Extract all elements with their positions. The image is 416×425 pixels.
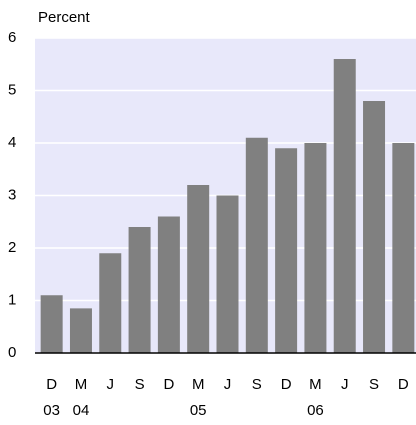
x-tick-label: J — [341, 376, 349, 393]
y-tick-label: 3 — [8, 186, 16, 203]
x-tick-label: D — [46, 376, 57, 393]
x-year-label: 03 — [43, 402, 60, 419]
x-tick-label: M — [309, 376, 322, 393]
y-tick-label: 1 — [8, 291, 16, 308]
bar — [304, 143, 327, 353]
bar — [187, 185, 210, 353]
bar — [69, 308, 92, 353]
x-tick-label: D — [281, 376, 292, 393]
x-tick-label: J — [224, 376, 232, 393]
bar — [392, 143, 415, 353]
bar — [128, 227, 151, 353]
bar — [216, 195, 239, 353]
y-tick-label: 6 — [8, 29, 16, 46]
x-year-label: 05 — [190, 402, 207, 419]
bar — [40, 295, 63, 353]
bar — [333, 59, 356, 353]
y-tick-label: 4 — [8, 134, 16, 151]
x-tick-label: D — [398, 376, 409, 393]
y-tick-label: 0 — [8, 344, 16, 361]
bar — [363, 101, 386, 353]
x-year-label: 06 — [307, 402, 324, 419]
x-tick-label: M — [75, 376, 88, 393]
x-tick-label: S — [135, 376, 145, 393]
x-tick-label: M — [192, 376, 205, 393]
x-year-label: 04 — [73, 402, 90, 419]
bar — [275, 148, 298, 353]
x-tick-label: J — [107, 376, 115, 393]
y-axis-label: Percent — [38, 9, 91, 26]
x-tick-label: S — [252, 376, 262, 393]
bar — [245, 137, 268, 353]
x-tick-label: S — [369, 376, 379, 393]
x-tick-label: D — [163, 376, 174, 393]
bar — [157, 216, 180, 353]
bar — [99, 253, 122, 353]
y-tick-label: 5 — [8, 81, 16, 98]
y-tick-label: 2 — [8, 239, 16, 256]
